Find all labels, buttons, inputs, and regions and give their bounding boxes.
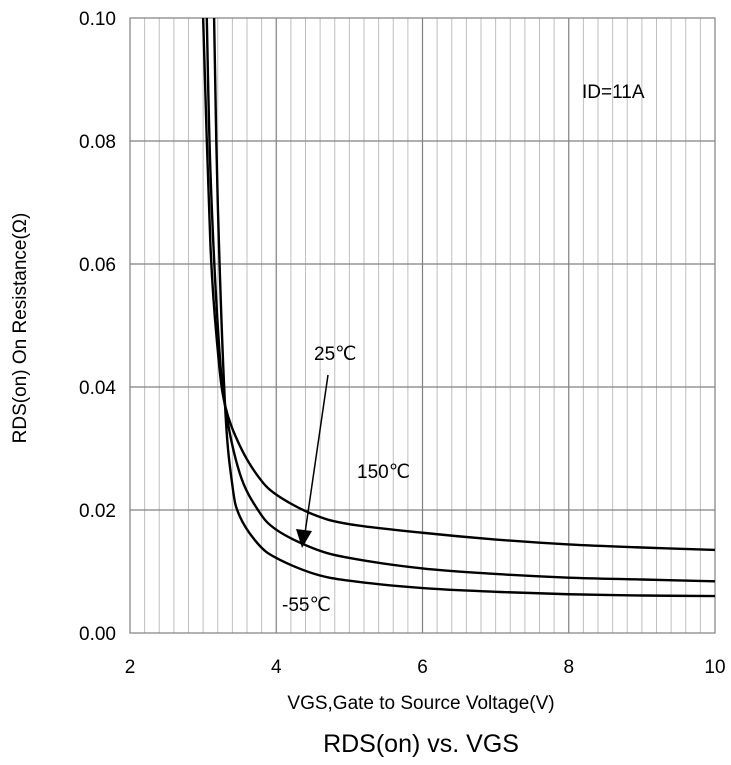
- plot-frame: [129, 17, 716, 634]
- condition-label: ID=11A: [582, 82, 645, 103]
- series-line-150c: [201, 17, 716, 552]
- grid: [130, 18, 715, 633]
- x-tick-label: 6: [417, 657, 428, 678]
- x-tick-labels: 2 4 6 8 10: [125, 657, 726, 678]
- y-axis-title: RDS(on) On Resistance(Ω): [10, 213, 31, 444]
- series-label-25c: 25℃: [314, 344, 356, 365]
- series-label-minus55c: -55℃: [282, 595, 331, 616]
- y-tick-label: 0.00: [79, 624, 116, 645]
- x-axis-title: VGS,Gate to Source Voltage(V): [287, 693, 554, 714]
- y-tick-label: 0.08: [79, 132, 116, 153]
- chart-title: RDS(on) vs. VGS: [323, 730, 519, 758]
- x-tick-label: 8: [563, 657, 574, 678]
- series-line-25c: [205, 17, 716, 583]
- series-label-150c: 150℃: [357, 462, 410, 483]
- series-layer: [201, 17, 716, 598]
- series-line-minus55c: [212, 17, 716, 598]
- x-tick-label: 4: [271, 657, 282, 678]
- y-tick-labels: 0.00 0.02 0.04 0.06 0.08 0.10: [79, 9, 116, 645]
- y-tick-label: 0.02: [79, 501, 116, 522]
- y-tick-label: 0.10: [79, 9, 116, 30]
- annotation-arrowhead-25c: [296, 529, 312, 548]
- x-tick-label: 10: [704, 657, 725, 678]
- y-tick-label: 0.06: [79, 255, 116, 276]
- annotation-arrow-25c: [303, 374, 329, 541]
- x-tick-label: 2: [125, 657, 136, 678]
- y-tick-label: 0.04: [79, 378, 116, 399]
